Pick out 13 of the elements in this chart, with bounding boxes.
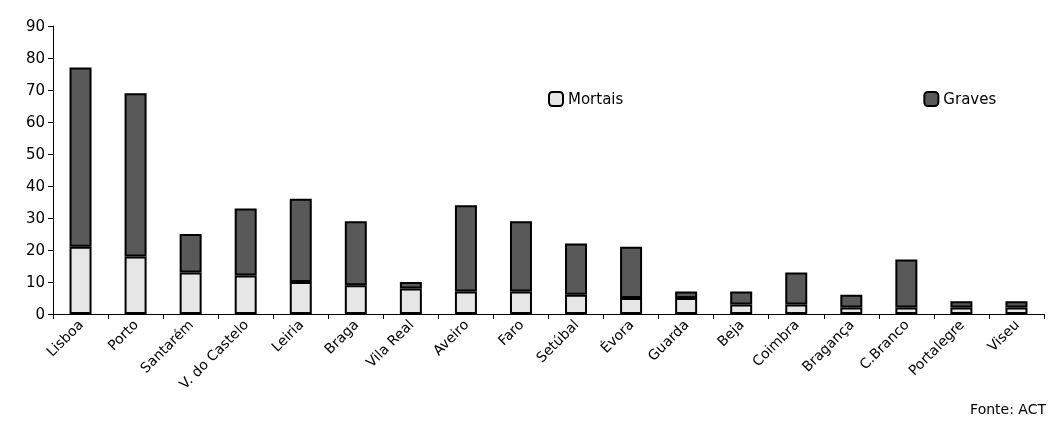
y-tick-label: 10 — [25, 273, 45, 291]
y-tick-label: 0 — [35, 305, 45, 323]
y-tick-label: 20 — [25, 241, 45, 259]
y-tick-label: 50 — [25, 145, 45, 163]
y-tick-label: 80 — [25, 49, 45, 67]
y-tick-label: 40 — [25, 177, 45, 195]
legend-label: Mortais — [568, 90, 624, 108]
y-tick-label: 30 — [25, 209, 45, 227]
legend-label: Graves — [943, 90, 997, 108]
y-tick-label: 70 — [25, 81, 45, 99]
y-tick-label: 60 — [25, 113, 45, 131]
y-tick-label: 90 — [25, 17, 45, 35]
source-note: Fonte: ACT — [970, 401, 1047, 417]
